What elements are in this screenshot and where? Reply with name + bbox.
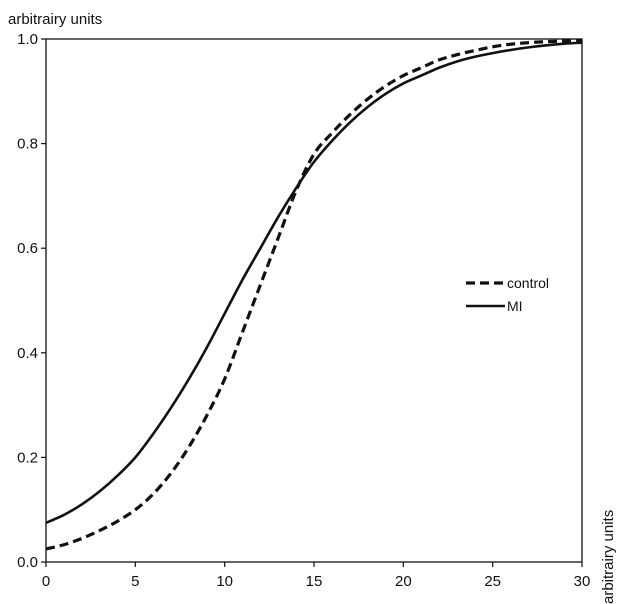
- x-tick-label: 30: [574, 573, 591, 590]
- x-tick-label: 5: [131, 573, 139, 590]
- legend: control MI: [466, 275, 549, 314]
- series-line-mi: [45, 41, 583, 524]
- y-tick-label: 0.4: [17, 345, 38, 362]
- legend-label-mi: MI: [507, 298, 523, 314]
- x-tick-label: 10: [216, 573, 233, 590]
- x-axis: 0 5 10 15 20 25 30: [42, 562, 591, 590]
- y-tick-label: 0.8: [17, 136, 38, 153]
- y-tick-label: 0.0: [17, 554, 38, 571]
- series-line-control: [45, 38, 583, 551]
- y-axis: 0.0 0.2 0.4 0.6 0.8 1.0: [17, 31, 46, 571]
- x-axis-title: arbitrairy units: [600, 510, 617, 604]
- x-tick-label: 15: [306, 573, 323, 590]
- x-tick-label: 20: [395, 573, 412, 590]
- x-tick-label: 25: [484, 573, 501, 590]
- y-tick-label: 0.6: [17, 240, 38, 257]
- x-tick-label: 0: [42, 573, 50, 590]
- y-tick-label: 0.2: [17, 449, 38, 466]
- plot-area-frame: [45, 38, 583, 563]
- y-axis-title: arbitrairy units: [8, 11, 102, 28]
- y-tick-label: 1.0: [17, 31, 38, 48]
- legend-label-control: control: [507, 275, 549, 291]
- series-layer: [45, 38, 583, 551]
